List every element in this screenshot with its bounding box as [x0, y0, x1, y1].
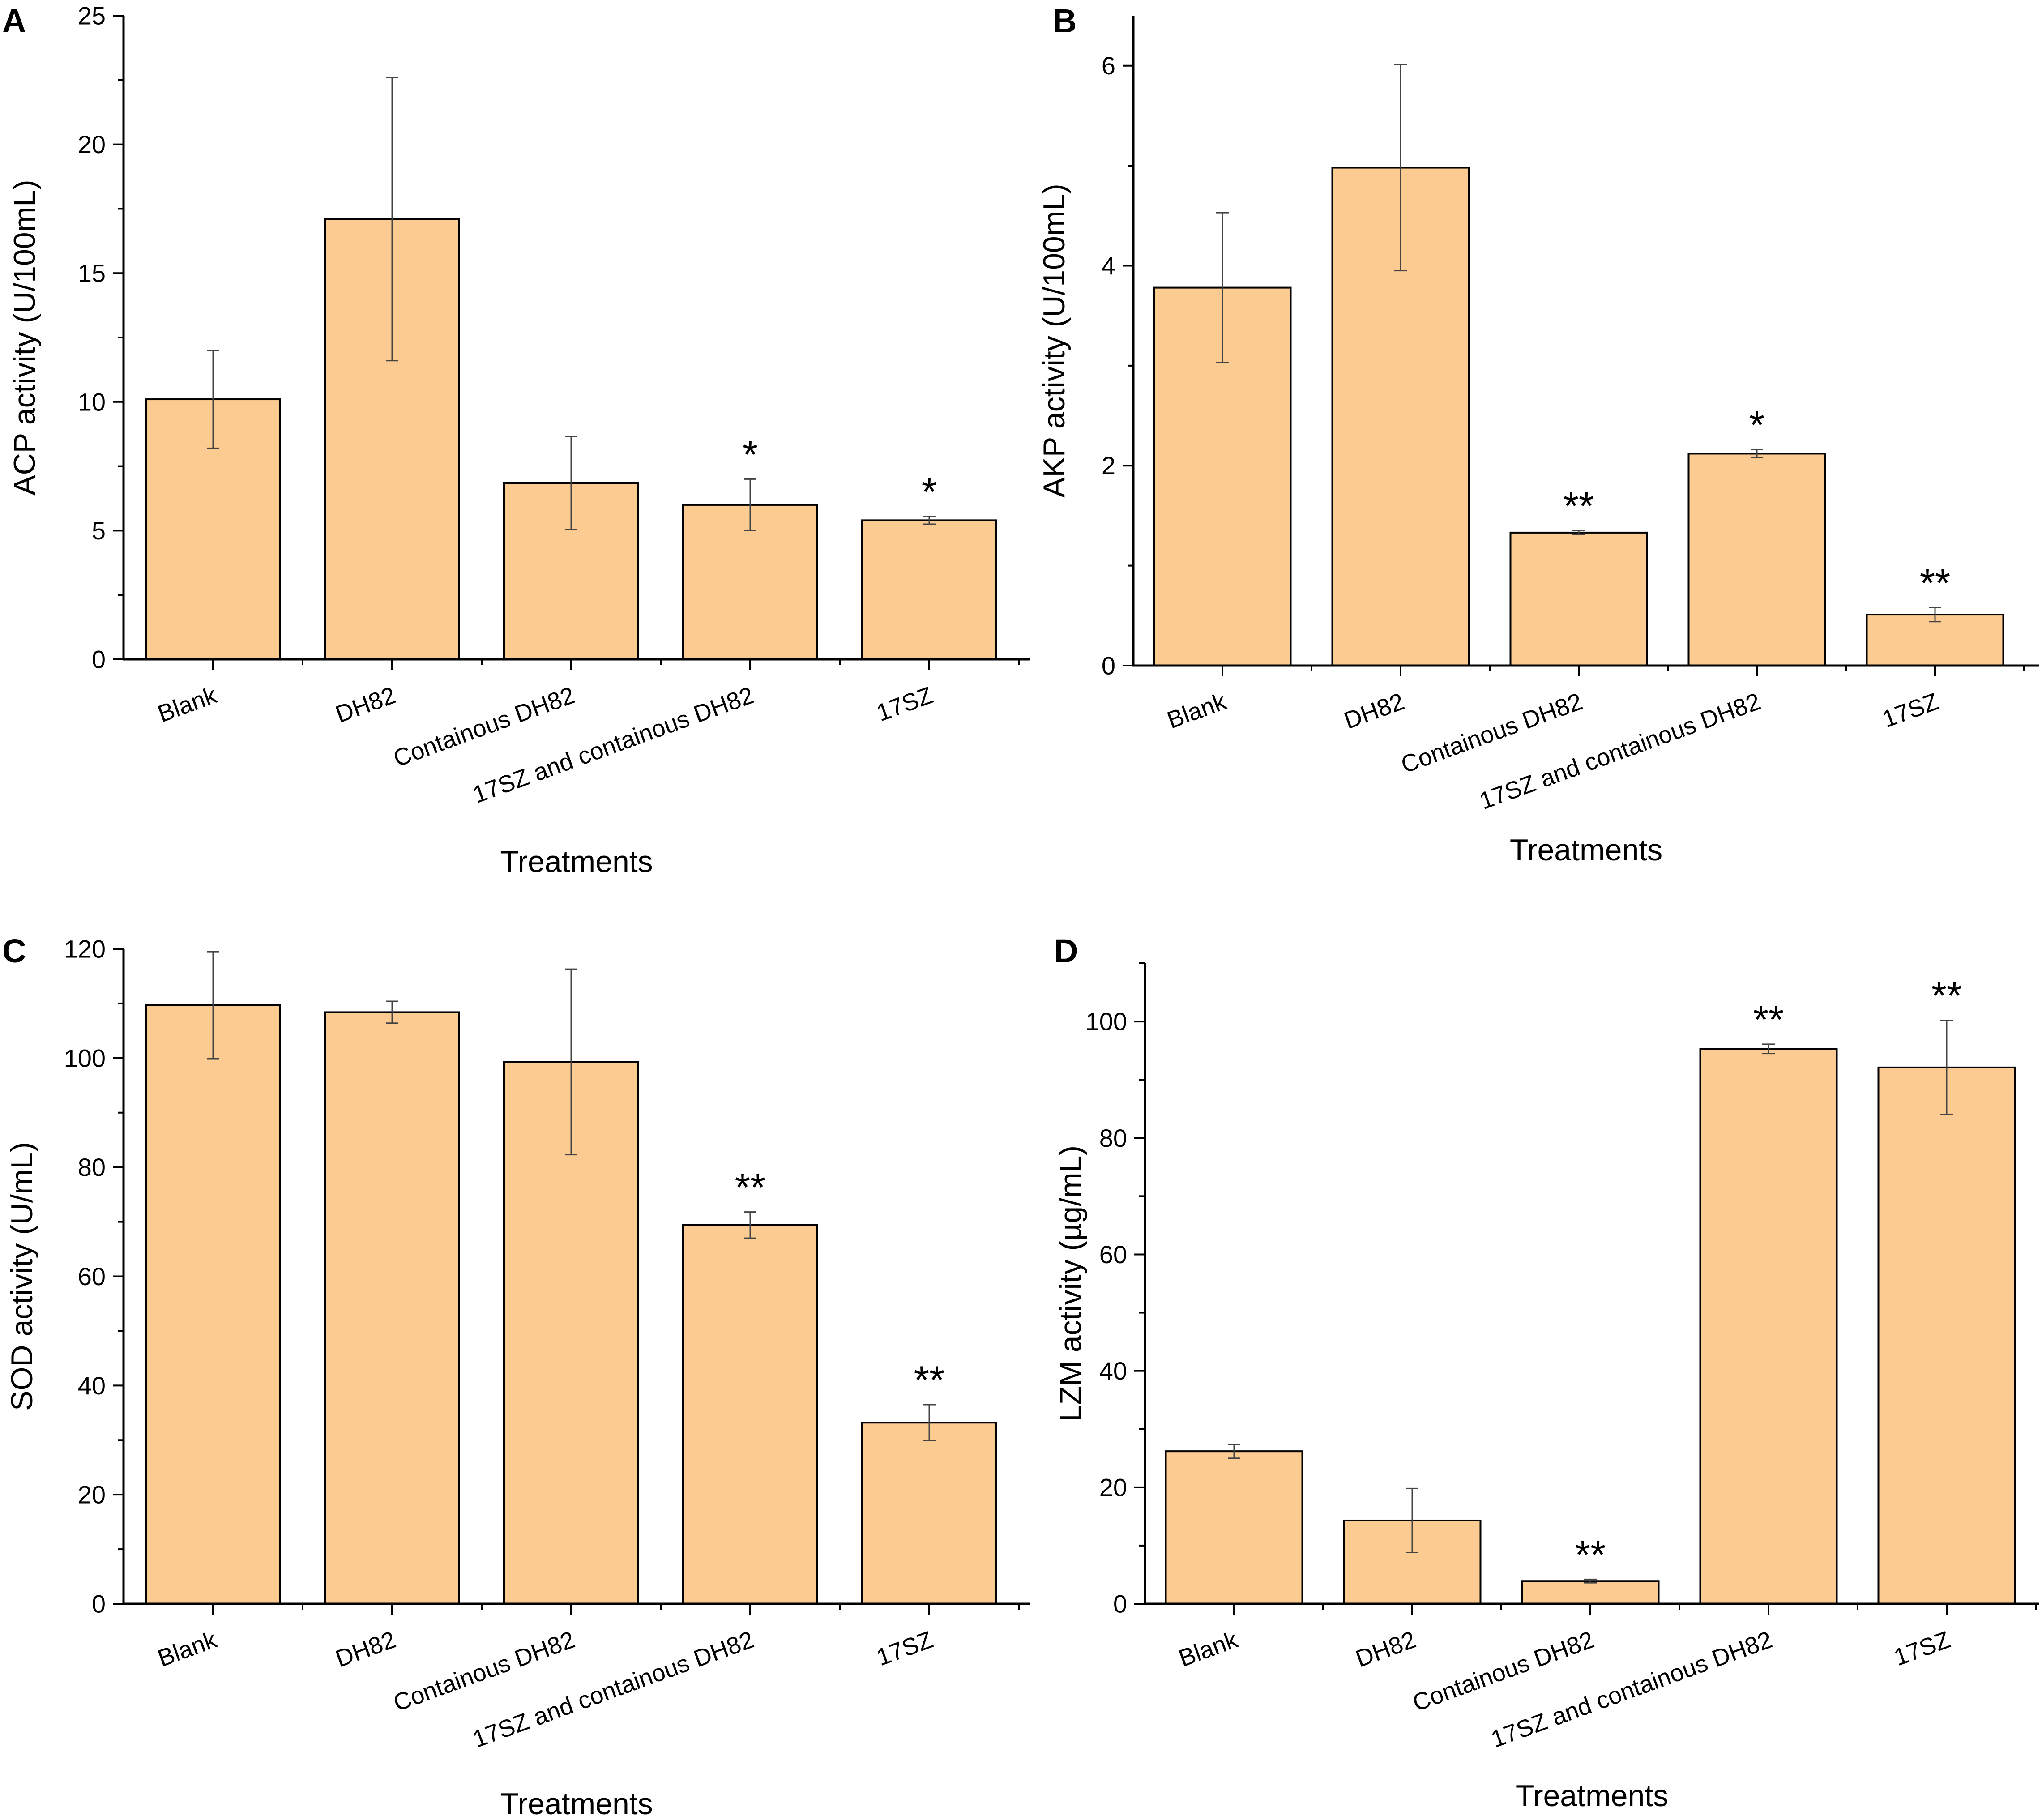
bar	[1521, 1580, 1660, 1605]
y-tick-label: 15	[78, 259, 106, 287]
significance-marker: *	[922, 470, 937, 514]
significance-marker: *	[743, 432, 758, 476]
y-tick-label: 2	[1102, 452, 1115, 480]
bar	[1687, 453, 1826, 666]
bar	[1165, 1450, 1303, 1605]
y-tick-label: 80	[78, 1153, 106, 1181]
bar	[145, 1004, 281, 1605]
y-tick-label: 10	[78, 388, 106, 416]
x-axis-title: Treatments	[1516, 1779, 1668, 1813]
significance-marker: **	[914, 1358, 945, 1402]
significance-marker: **	[1753, 997, 1784, 1042]
significance-marker: **	[1931, 973, 1962, 1017]
bar	[324, 1011, 460, 1605]
significance-marker: **	[1920, 560, 1951, 605]
y-tick-label: 60	[78, 1262, 106, 1290]
y-tick-label: 25	[78, 2, 106, 30]
significance-marker: *	[1749, 402, 1764, 447]
y-tick-label: 0	[1113, 1590, 1127, 1618]
y-axis-title: SOD activity (U/mL)	[5, 1142, 39, 1411]
significance-marker: **	[1575, 1532, 1606, 1576]
panel-label: C	[2, 932, 26, 970]
y-tick-label: 5	[92, 517, 106, 545]
x-axis-title: Treatments	[500, 845, 653, 879]
y-tick-label: 40	[1099, 1357, 1127, 1385]
y-tick-label: 100	[1085, 1008, 1127, 1036]
y-tick-label: 6	[1102, 51, 1115, 80]
y-tick-label: 100	[64, 1044, 106, 1072]
significance-marker: **	[735, 1165, 766, 1209]
bar	[1877, 1066, 2016, 1605]
y-tick-label: 20	[1099, 1473, 1127, 1501]
y-tick-label: 20	[78, 1481, 106, 1509]
bar	[861, 519, 997, 660]
significance-marker: **	[1564, 483, 1594, 528]
panel-label: A	[2, 2, 26, 39]
bar	[682, 1224, 818, 1605]
y-tick-label: 4	[1102, 252, 1115, 280]
x-axis-title: Treatments	[1510, 833, 1662, 867]
y-tick-label: 20	[78, 130, 106, 158]
y-tick-label: 80	[1099, 1124, 1127, 1152]
x-axis-title: Treatments	[500, 1787, 653, 1820]
y-tick-label: 120	[64, 935, 106, 963]
panel-label: B	[1053, 2, 1077, 39]
bar	[1699, 1048, 1838, 1605]
y-axis-title: LZM activity (µg/mL)	[1054, 1145, 1088, 1422]
y-axis-title: ACP activity (U/100mL)	[8, 179, 42, 495]
y-axis-title: AKP activity (U/100mL)	[1037, 184, 1071, 498]
panel-label: D	[1054, 932, 1078, 970]
bar	[861, 1422, 997, 1605]
y-tick-label: 0	[92, 1590, 106, 1618]
bar	[1866, 614, 2004, 667]
y-tick-label: 40	[78, 1371, 106, 1400]
bar	[1509, 531, 1648, 666]
y-tick-label: 0	[92, 645, 106, 674]
y-tick-label: 60	[1099, 1240, 1127, 1269]
y-tick-label: 0	[1102, 652, 1115, 680]
